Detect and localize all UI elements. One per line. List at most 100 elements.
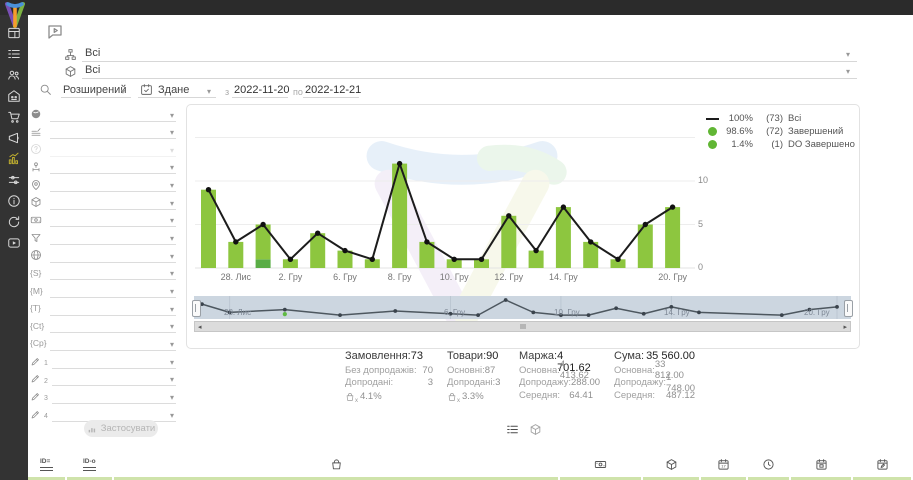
column-header-calendar-updated[interactable]	[853, 452, 911, 480]
scrollbar-grip[interactable]	[520, 324, 525, 329]
navigator-label: 28. Лис	[224, 308, 252, 317]
column-header-banknote[interactable]	[560, 452, 641, 480]
legend-swatch	[705, 140, 719, 149]
calendar-check-icon	[140, 83, 153, 101]
layers-icon	[30, 126, 50, 138]
column-header-order-id[interactable]: ID=	[28, 452, 65, 480]
sidebar-item-statistics[interactable]	[0, 149, 28, 169]
legend-item[interactable]: 100% (73) Всі	[705, 112, 855, 125]
x-tick-label: 10. Гру	[439, 272, 469, 282]
chart-scrollbar[interactable]: ◂ ▸	[194, 321, 851, 332]
sidebar-item-customers[interactable]	[0, 65, 28, 85]
stats-row: Середня: 487.12	[614, 389, 695, 401]
bag-x-icon: x	[447, 392, 460, 404]
filter-select[interactable]: ▾	[50, 248, 176, 263]
column-header-calendar-created[interactable]	[791, 452, 851, 480]
filter-select[interactable]: ▾	[51, 354, 176, 369]
curly-badge: {M}	[30, 285, 43, 296]
navigator-left-handle[interactable]	[192, 300, 201, 317]
pencil-icon	[30, 409, 43, 420]
search-mode-select[interactable]	[61, 97, 131, 98]
globe-icon	[30, 249, 50, 261]
product-filter-select[interactable]	[82, 78, 857, 79]
filter-select[interactable]: ▾	[51, 389, 176, 404]
product-filter-value: Всі	[85, 64, 101, 76]
filter-select[interactable]: ▾	[50, 336, 176, 351]
sidebar-item-info[interactable]	[0, 191, 28, 211]
sidebar-item-dashboard[interactable]	[0, 23, 28, 43]
cube-icon	[64, 65, 77, 83]
list-view-toggle[interactable]	[506, 423, 519, 441]
question-filter: ▾	[30, 141, 176, 157]
date-type-value: Здане	[158, 84, 190, 96]
sitemap-icon	[64, 48, 77, 66]
column-header-calendar-date[interactable]: 17	[701, 452, 746, 480]
filter-select[interactable]: ▾	[51, 371, 176, 387]
chart-card: 28. Лис 2. Гру 6. Гру 8. Гру 10. Гру 12. Гру 1…	[186, 104, 860, 349]
chart-navigator[interactable]: 28. Лис 6. Гру 10. Гру 14. Гру 20. Гру	[192, 296, 853, 319]
chevron-down-icon[interactable]: ▾	[207, 87, 212, 96]
products-view-toggle[interactable]	[529, 423, 542, 441]
filter-select[interactable]: ▾	[50, 301, 176, 316]
search-mode-value: Розширений	[63, 84, 127, 96]
column-header-bag[interactable]	[114, 452, 558, 480]
globe-filter: ▾	[30, 247, 176, 263]
legend-item[interactable]: 1.4% (1) DO Завершено	[705, 138, 855, 151]
filter-select[interactable]: ▾	[50, 124, 176, 140]
custom-field-3-filter: 3 ▾	[30, 388, 176, 404]
stats-row: Допродані: 3	[447, 377, 501, 389]
column-header-clock[interactable]	[748, 452, 789, 480]
chevron-down-icon[interactable]: ▾	[121, 87, 126, 96]
x-tick-label: 8. Гру	[387, 272, 412, 282]
curly-badge: {T}	[30, 303, 41, 314]
person-network-filter: ▾	[30, 159, 176, 175]
sphere-filter: ▾	[30, 106, 176, 122]
navigator-label: 14. Гру	[664, 308, 690, 317]
pencil-icon	[30, 373, 43, 384]
filter-select[interactable]: ▾	[50, 107, 176, 122]
group-filter-select[interactable]	[82, 61, 857, 62]
navigator-right-handle[interactable]	[844, 300, 853, 317]
banknote-filter: ▾	[30, 212, 176, 228]
sidebar-item-marketing[interactable]	[0, 128, 28, 148]
calendar-updated-icon	[876, 458, 889, 471]
date-from-input[interactable]: 2022-11-20	[234, 84, 290, 96]
filter-select[interactable]: ▾	[50, 318, 176, 334]
external-id-icon: ID-o	[83, 458, 96, 471]
calendar-created-icon	[815, 458, 828, 471]
cube-filter: ▾	[30, 194, 176, 210]
stats-row: Основна: 33 812.00	[614, 359, 684, 382]
filter-select[interactable]: ▾	[50, 230, 176, 246]
sidebar-item-orders-list[interactable]	[0, 44, 28, 64]
sidebar-item-sync[interactable]	[0, 212, 28, 232]
legend-item[interactable]: 98.6% (72) Завершений	[705, 125, 855, 138]
column-header-package[interactable]	[643, 452, 699, 480]
stats-row: Допродані: 3	[345, 377, 433, 389]
sidebar-item-cart[interactable]	[0, 107, 28, 127]
sidebar-item-settings[interactable]	[0, 170, 28, 190]
apply-button[interactable]: Застосувати	[84, 420, 158, 437]
filter-select[interactable]: ▾	[50, 212, 176, 228]
sidebar-item-company[interactable]	[0, 86, 28, 106]
stats-row: Без допродажів: 70	[345, 364, 433, 376]
chevron-down-icon[interactable]: ▾	[846, 67, 851, 76]
cube-icon	[30, 196, 50, 208]
brand-logo[interactable]	[3, 1, 27, 31]
filter-select[interactable]: ▾	[50, 159, 176, 175]
filter-select[interactable]: ▾	[50, 195, 176, 210]
filter-select[interactable]: ▾	[50, 177, 176, 193]
chevron-down-icon[interactable]: ▾	[846, 50, 851, 59]
help-video-button[interactable]	[46, 23, 66, 41]
scroll-right-arrow[interactable]: ▸	[843, 323, 847, 331]
utm-badge-filter: {T} ▾	[30, 300, 176, 316]
sidebar-item-video-tutorials[interactable]	[0, 233, 28, 253]
filter-select[interactable]: ▾	[50, 265, 176, 281]
filter-select[interactable]: ▾	[50, 283, 176, 298]
scroll-left-arrow[interactable]: ◂	[198, 323, 202, 331]
column-header-external-id[interactable]: ID-o	[67, 452, 112, 480]
filter-select[interactable]: ▾	[50, 142, 176, 157]
date-to-input[interactable]: 2022-12-21	[305, 84, 362, 96]
date-type-select[interactable]	[138, 97, 216, 98]
bag-icon	[330, 458, 343, 471]
stats-row: Основні: 87	[447, 364, 496, 376]
